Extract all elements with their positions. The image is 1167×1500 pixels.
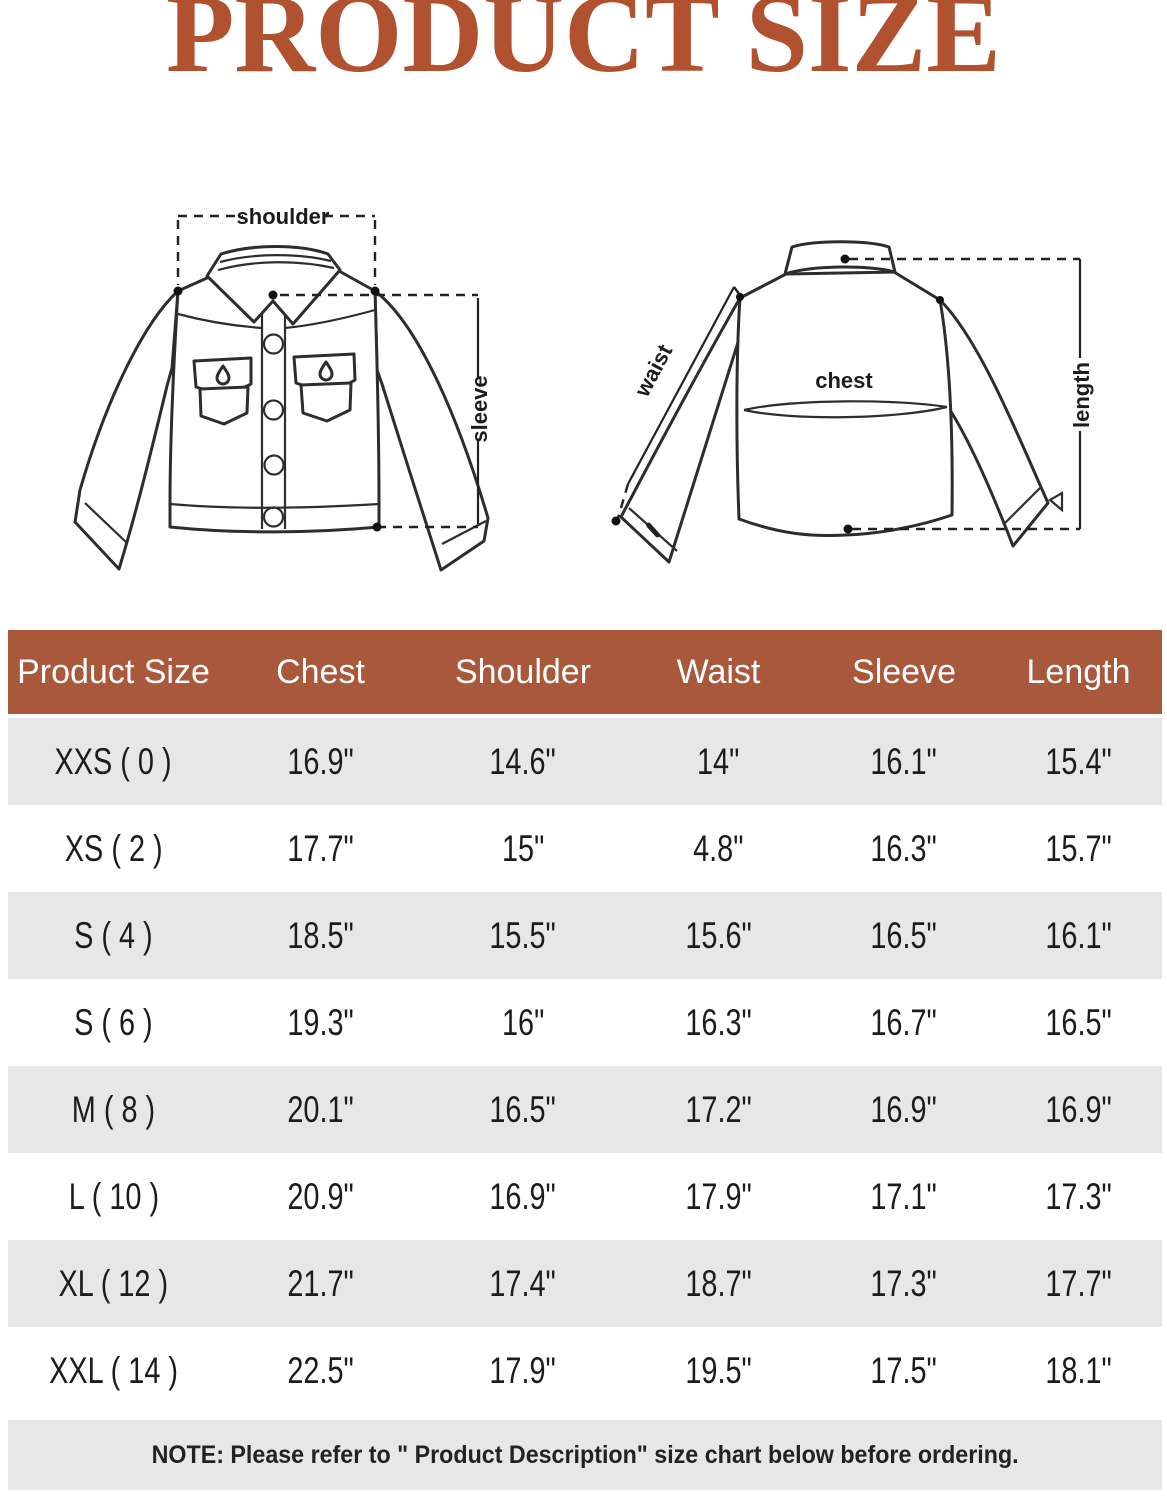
jacket-front-diagram: shoulder sleeve (73, 204, 492, 572)
column-header-waist: Waist (676, 652, 761, 691)
table-cell: 17.9" (489, 1349, 557, 1391)
table-cell: 17.7" (287, 827, 354, 869)
column-header-product-size: Product Size (17, 652, 210, 691)
table-cell: 16.9" (489, 1175, 557, 1217)
size-label-cell: XS ( 2 ) (64, 827, 163, 869)
table-cell: 15.4" (1045, 740, 1112, 782)
column-header-shoulder: Shoulder (454, 652, 592, 691)
table-cell: 16.1" (870, 740, 938, 782)
table-cell: 16.5" (489, 1088, 557, 1130)
table-row: XL ( 12 ) 21.7" 17.4" 18.7" 17.3" 17.7" (8, 1240, 1162, 1327)
table-cell: 18.1" (1045, 1349, 1112, 1391)
table-cell: 16.3" (870, 827, 938, 869)
table-row: XXL ( 14 ) 22.5" 17.9" 19.5" 17.5" 18.1" (8, 1327, 1162, 1414)
size-label-cell: L ( 10 ) (68, 1175, 159, 1217)
table-row: S ( 6 ) 19.3" 16" 16.3" 16.7" 16.5" (8, 979, 1162, 1066)
note-bar: NOTE: Please refer to " Product Descript… (8, 1420, 1162, 1490)
table-cell: 16.5" (870, 914, 938, 956)
table-cell: 17.2" (685, 1088, 752, 1130)
table-row: M ( 8 ) 20.1" 16.5" 17.2" 16.9" 16.9" (8, 1066, 1162, 1153)
size-table: Product Size Chest Shoulder Waist Sleeve… (8, 630, 1162, 1490)
front-pocket-right (292, 352, 357, 423)
table-cell: 16.9" (870, 1088, 938, 1130)
size-label-cell: S ( 4 ) (74, 914, 153, 956)
shoulder-measure-label: shoulder (237, 204, 330, 229)
table-cell: 16.1" (1045, 914, 1112, 956)
jacket-back-outline (619, 240, 1064, 564)
page-title: PRODUCT SIZE (165, 0, 1002, 96)
table-cell: 18.5" (287, 914, 354, 956)
size-label-cell: XXL ( 14 ) (49, 1349, 178, 1391)
table-cell: 16.3" (685, 1001, 752, 1043)
length-measure-label: length (1069, 362, 1094, 428)
table-cell: 20.9" (287, 1175, 354, 1217)
waist-measure-label: waist (629, 340, 678, 402)
table-row: L ( 10 ) 20.9" 16.9" 17.9" 17.1" 17.3" (8, 1153, 1162, 1240)
front-pocket-left (192, 356, 253, 426)
size-label-cell: XL ( 12 ) (58, 1262, 169, 1304)
table-cell: 20.1" (287, 1088, 354, 1130)
measurement-lines-front: shoulder sleeve (173, 204, 492, 532)
column-header-sleeve: Sleeve (852, 652, 956, 691)
note-text: NOTE: Please refer to " Product Descript… (151, 1440, 1019, 1469)
table-cell: 15.7" (1045, 827, 1112, 869)
table-cell: 16.9" (287, 740, 354, 782)
size-label-cell: S ( 6 ) (74, 1001, 153, 1043)
chest-measure-label: chest (815, 368, 873, 393)
size-label-cell: M ( 8 ) (71, 1088, 156, 1130)
table-cell: 22.5" (287, 1349, 354, 1391)
table-cell: 14.6" (489, 740, 557, 782)
table-cell: 21.7" (287, 1262, 354, 1304)
table-cell: 17.5" (870, 1349, 938, 1391)
table-cell: 15.5" (489, 914, 557, 956)
column-header-chest: Chest (276, 652, 365, 691)
table-cell: 19.5" (685, 1349, 752, 1391)
table-cell: 17.3" (1045, 1175, 1112, 1217)
table-row: XS ( 2 ) 17.7" 15" 4.8" 16.3" 15.7" (8, 805, 1162, 892)
table-cell: 17.7" (1045, 1262, 1112, 1304)
table-cell: 14" (697, 740, 740, 782)
table-cell: 19.3" (287, 1001, 354, 1043)
table-cell: 17.4" (489, 1262, 557, 1304)
table-cell: 16.5" (1045, 1001, 1112, 1043)
table-cell: 15" (501, 827, 545, 869)
table-cell: 17.9" (685, 1175, 752, 1217)
table-cell: 17.3" (870, 1262, 938, 1304)
size-label-cell: XXS ( 0 ) (54, 740, 173, 782)
table-cell: 18.7" (685, 1262, 752, 1304)
jacket-back-diagram: waist chest length (611, 240, 1094, 564)
table-cell: 16" (501, 1001, 545, 1043)
sleeve-measure-label: sleeve (467, 375, 492, 442)
table-cell: 16.9" (1045, 1088, 1112, 1130)
jacket-front-outline (73, 245, 490, 572)
table-cell: 4.8" (693, 827, 744, 869)
column-header-length: Length (1026, 652, 1131, 691)
table-header-row: Product Size Chest Shoulder Waist Sleeve… (8, 630, 1162, 714)
table-row: XXS ( 0 ) 16.9" 14.6" 14" 16.1" 15.4" (8, 718, 1162, 805)
table-cell: 17.1" (870, 1175, 938, 1217)
table-cell: 15.6" (685, 914, 752, 956)
table-row: S ( 4 ) 18.5" 15.5" 15.6" 16.5" 16.1" (8, 892, 1162, 979)
table-cell: 16.7" (870, 1001, 938, 1043)
